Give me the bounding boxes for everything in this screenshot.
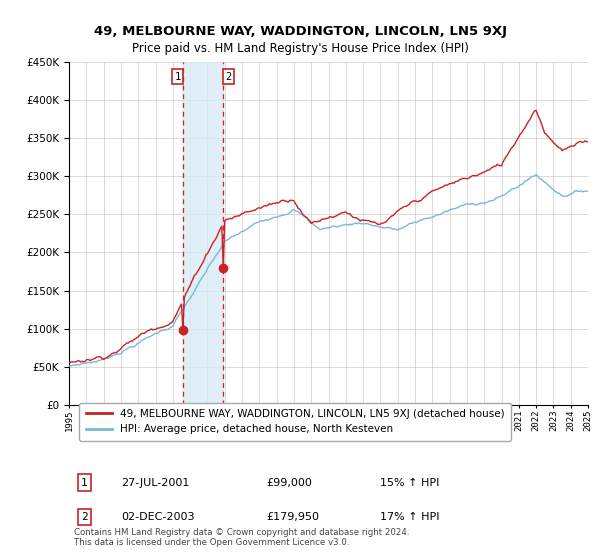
Text: 15% ↑ HPI: 15% ↑ HPI [380, 478, 440, 488]
Bar [183, 62, 223, 405]
Text: £179,950: £179,950 [266, 512, 319, 522]
Text: Price paid vs. HM Land Registry's House Price Index (HPI): Price paid vs. HM Land Registry's House … [131, 42, 469, 55]
Text: 2: 2 [81, 512, 88, 522]
Text: 1: 1 [175, 72, 181, 82]
Text: 49, MELBOURNE WAY, WADDINGTON, LINCOLN, LN5 9XJ: 49, MELBOURNE WAY, WADDINGTON, LINCOLN, … [94, 25, 506, 38]
Text: 1: 1 [81, 478, 88, 488]
Text: £99,000: £99,000 [266, 478, 312, 488]
Text: Contains HM Land Registry data © Crown copyright and database right 2024.
This d: Contains HM Land Registry data © Crown c… [74, 528, 410, 547]
Text: 2: 2 [226, 72, 232, 82]
Text: 27-JUL-2001: 27-JUL-2001 [121, 478, 189, 488]
Text: 17% ↑ HPI: 17% ↑ HPI [380, 512, 440, 522]
Text: 02-DEC-2003: 02-DEC-2003 [121, 512, 194, 522]
Legend: 49, MELBOURNE WAY, WADDINGTON, LINCOLN, LN5 9XJ (detached house), HPI: Average p: 49, MELBOURNE WAY, WADDINGTON, LINCOLN, … [79, 403, 511, 441]
